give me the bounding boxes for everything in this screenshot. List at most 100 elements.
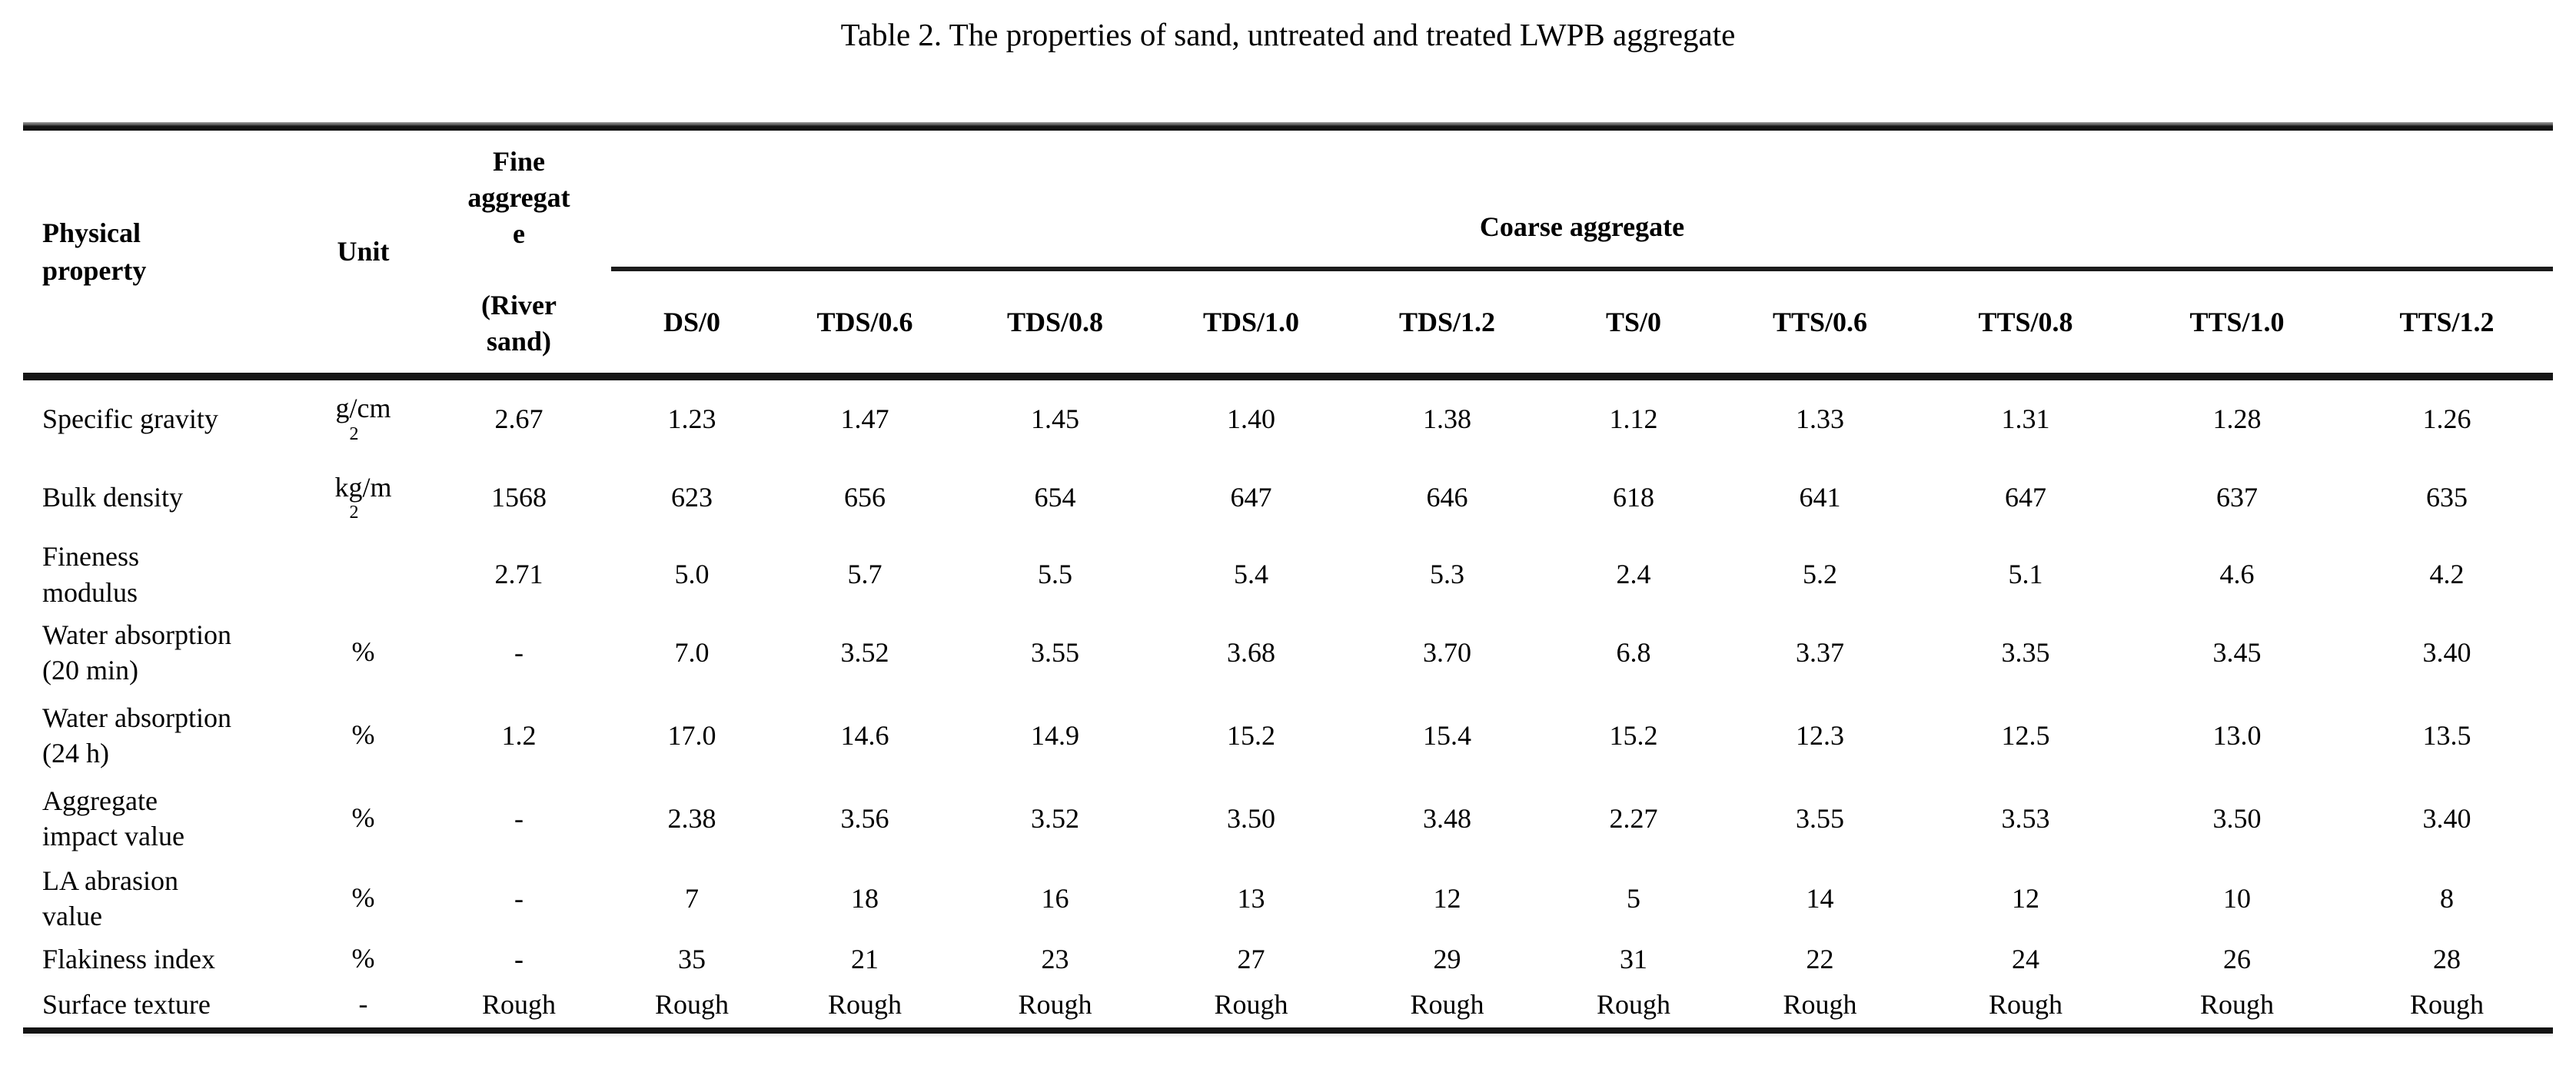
cell-value: 3.52 [1031,802,1079,834]
header-coarse-aggregate: Coarse aggregate [611,131,2553,271]
col-header-tts-0-6: TTS/0.6 [1722,269,1918,380]
table-row: Fineness modulus 2.71 5.0 5.7 5.5 5.4 5.… [23,538,2553,611]
cell-value: 4.2 [2429,559,2465,590]
row-unit-cell: % [300,694,427,777]
cell-value: 618 [1613,482,1654,513]
cell-value: 2.27 [1609,802,1658,834]
cell-value: 22 [1806,943,1834,974]
cell-value: 5.7 [847,559,882,590]
cell-value: 14 [1806,882,1834,914]
cell-value: 3.56 [840,802,889,834]
cell-value: 18 [851,882,879,914]
cell-value: 13.5 [2422,719,2471,751]
cell-value: 5 [1627,882,1640,914]
cell-value: 12.5 [2001,719,2050,751]
cell-value: 12 [1433,882,1461,914]
col-header-tds-1-2: TDS/1.2 [1349,269,1545,380]
cell-value: 656 [844,482,886,513]
unit-text: % [351,882,375,914]
cell-value: 3.52 [840,636,889,668]
col-header-ts-0: TS/0 [1545,269,1722,380]
unit-subscript: 2 [349,423,359,444]
row-property-label: Fineness modulus [42,541,139,608]
cell-value: 29 [1433,943,1461,974]
cell-fine-aggregate: Rough [481,988,556,1020]
row-unit-cell: kg/m 2 [300,457,427,538]
cell-value: 1.12 [1609,403,1658,434]
cell-value: 3.48 [1423,802,1471,834]
cell-value: 1.28 [2212,403,2262,434]
cell-value: 1.23 [667,403,716,434]
cell-value: 17.0 [667,719,716,751]
header-row-group: Physical property Unit Fine aggregat e (… [23,131,2553,380]
cell-value: 623 [671,482,713,513]
table-row: Aggregate impact value % - 2.38 3.56 3.5… [23,777,2553,860]
row-property-label: Water absorption (20 min) [42,619,232,685]
table-row: Specific gravity g/cm 2 2.67 1.23 1.47 1.… [23,377,2553,457]
cell-value: 10 [2223,882,2251,914]
col-header-ds-0: DS/0 [611,269,773,380]
cell-value: 15.2 [1609,719,1658,751]
unit-text: % [351,802,375,834]
properties-table-container: Physical property Unit Fine aggregat e (… [23,122,2553,1037]
cell-value: Rough [1214,988,1288,1020]
row-property-label: Water absorption (24 h) [42,702,232,768]
cell-value: Rough [1988,988,2062,1020]
cell-value: 3.68 [1227,636,1275,668]
cell-fine-aggregate: - [514,802,524,834]
col-header-tds-0-6: TDS/0.6 [773,269,957,380]
header-physical-property: Physical property [23,131,300,380]
cell-value: 3.40 [2422,802,2471,834]
cell-value: 35 [678,943,706,974]
cell-value: 12 [2012,882,2039,914]
table-row: Flakiness index % - 35 21 23 27 29 31 22… [23,937,2553,981]
cell-value: 3.45 [2212,636,2262,668]
row-unit-cell: % [300,937,427,981]
table-bottom-rule [23,1027,2553,1037]
table-body: Specific gravity g/cm 2 2.67 1.23 1.47 1.… [23,377,2553,1027]
cell-value: 21 [851,943,879,974]
row-property-label: Flakiness index [42,943,215,974]
col-header-tts-0-8: TTS/0.8 [1918,269,2133,380]
row-unit-cell [300,538,427,611]
cell-value: 3.50 [1227,802,1275,834]
cell-value: 28 [2433,943,2461,974]
cell-value: 647 [1230,482,1272,513]
cell-value: 646 [1426,482,1468,513]
cell-value: 1.31 [2001,403,2050,434]
cell-value: 15.2 [1227,719,1275,751]
cell-value: 1.45 [1031,403,1079,434]
properties-table: Physical property Unit Fine aggregat e (… [23,131,2553,1027]
table-row: Water absorption (24 h) % 1.2 17.0 14.6 … [23,694,2553,777]
cell-value: Rough [2199,988,2274,1020]
cell-value: 16 [1041,882,1069,914]
header-fine-aggregate: Fine aggregat e (River sand) [427,131,611,380]
table-row: Bulk density kg/m 2 1568 623 656 654 647 … [23,457,2553,538]
cell-fine-aggregate: - [514,943,524,974]
row-property-label: LA abrasion value [42,865,178,931]
row-unit-cell: % [300,611,427,694]
row-unit-cell: % [300,860,427,937]
cell-value: 24 [2012,943,2039,974]
cell-value: 15.4 [1423,719,1471,751]
cell-value: 1.38 [1423,403,1471,434]
row-property-label: Specific gravity [42,403,218,434]
unit-text: g/cm [335,393,391,424]
cell-fine-aggregate: - [514,636,524,668]
row-unit-cell: % [300,777,427,860]
unit-text: % [351,719,375,751]
cell-value: 3.55 [1796,802,1844,834]
cell-fine-aggregate: 1.2 [501,719,537,751]
cell-value: 3.70 [1423,636,1471,668]
col-header-tts-1-2: TTS/1.2 [2341,269,2553,380]
cell-value: Rough [654,988,729,1020]
cell-value: 1.26 [2422,403,2471,434]
cell-value: 13.0 [2212,719,2262,751]
cell-value: 5.3 [1430,559,1464,590]
table-row: LA abrasion value % - 7 18 16 13 12 5 14… [23,860,2553,937]
row-property-label: Surface texture [42,988,211,1020]
cell-value: Rough [1596,988,1670,1020]
cell-value: 3.35 [2001,636,2050,668]
cell-value: 635 [2426,482,2468,513]
row-property-label: Bulk density [42,482,184,513]
